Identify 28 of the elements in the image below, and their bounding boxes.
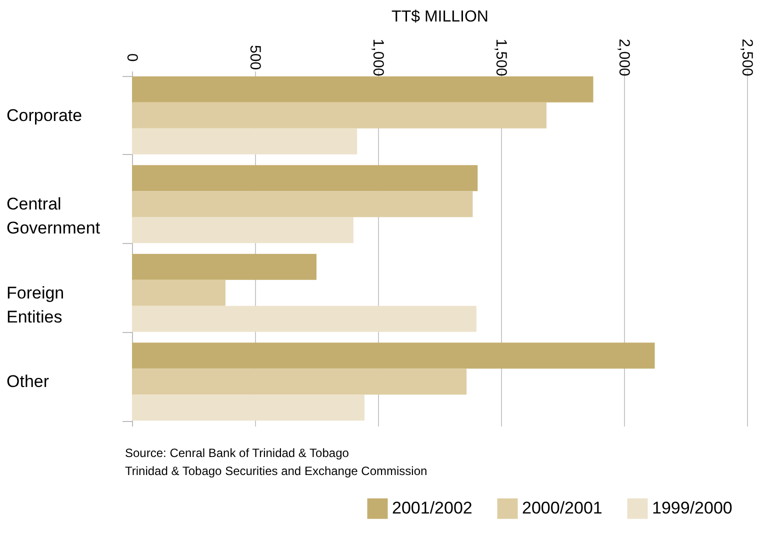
legend-label: 1999/2000 (652, 498, 732, 518)
text: Trinidad & Tobago Securities and Exchange Commission (125, 464, 428, 478)
bar (132, 217, 354, 244)
bar (132, 368, 467, 395)
bar (132, 102, 547, 128)
legend-label: 2000/2001 (522, 498, 602, 518)
x-tick-label: 0 (124, 53, 140, 62)
y-tick-label: Central Government (6, 194, 100, 238)
bar (132, 128, 358, 154)
legend-label: 2001/2002 (392, 498, 472, 518)
bar (132, 165, 478, 192)
x-tick-label: 2,500 (738, 38, 756, 76)
y-tick-label: Foreign Entities (6, 283, 64, 326)
bar (132, 76, 594, 102)
x-axis-title: TT$ MILLION (392, 8, 488, 26)
y-tick-label: Corporate (6, 106, 82, 125)
x-tick-label: 2,000 (616, 38, 632, 76)
bar (132, 394, 364, 421)
source-note: Source: Cenral Bank of Trinidad & Tobago (125, 446, 350, 460)
bar (132, 306, 476, 332)
bar (132, 191, 473, 218)
x-tick-label: 1,500 (492, 38, 510, 76)
bar (132, 254, 316, 280)
y-tick-label: Other (6, 372, 50, 392)
bar (132, 280, 226, 306)
x-tick-label: 500 (246, 44, 264, 70)
bar (132, 342, 655, 369)
x-tick-label: 1,000 (370, 38, 386, 76)
